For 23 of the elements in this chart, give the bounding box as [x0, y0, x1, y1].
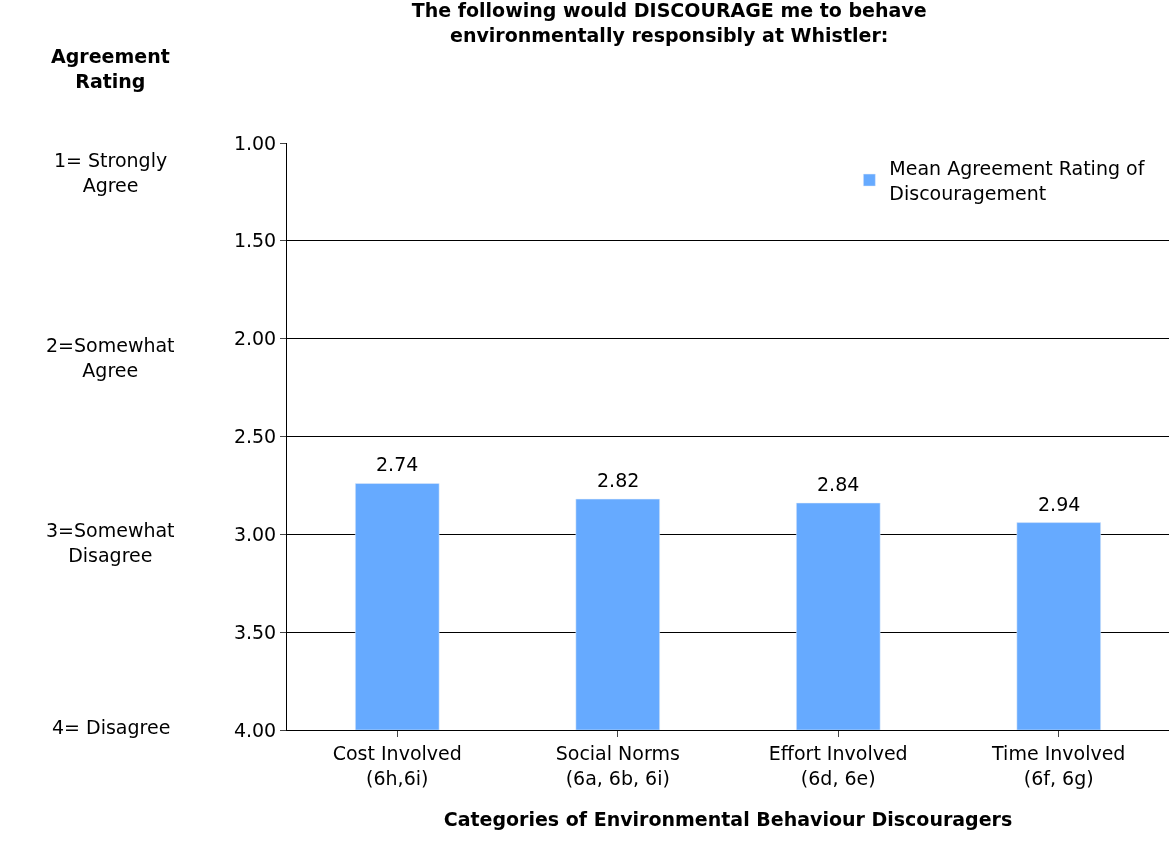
x-tick-label: Social Norms (6a, 6b, 6i)	[555, 741, 680, 789]
y-tick-label: 2.00	[233, 327, 277, 350]
x-tick-label: Effort Involved (6d, 6e)	[768, 741, 908, 789]
text: 1= Strongly Agree	[54, 149, 168, 196]
text: Agreement Rating	[51, 45, 170, 92]
y-tick-label: 1.00	[233, 131, 277, 154]
text: 4= Disagree	[52, 716, 171, 738]
text: 2=Somewhat Agree	[46, 334, 175, 381]
chart-title: The following would DISCOURAGE me to behave environmentally responsibly at Whistler:	[411, 0, 927, 46]
y-tick-label: 4.00	[233, 718, 277, 741]
y-tick-label: 3.00	[233, 522, 277, 545]
y-tick-label: 2.50	[233, 425, 277, 448]
legend-label: Mean Agreement Rating of Discouragement	[889, 157, 1146, 204]
x-axis-title: Categories of Environmental Behaviour Discouragers	[443, 808, 1013, 831]
data-label: 2.84	[817, 473, 860, 495]
text: 3=Somewhat Disagree	[46, 519, 175, 566]
data-label: 2.94	[1038, 493, 1081, 515]
data-label: 2.82	[597, 469, 640, 491]
y-tick-label: 3.50	[233, 620, 277, 643]
x-tick-label: Cost Involved (6h,6i)	[332, 741, 462, 789]
data-label: 2.74	[376, 453, 419, 475]
y-tick-label: 1.50	[233, 229, 277, 252]
x-tick-label: Time Involved (6f, 6g)	[991, 741, 1126, 789]
